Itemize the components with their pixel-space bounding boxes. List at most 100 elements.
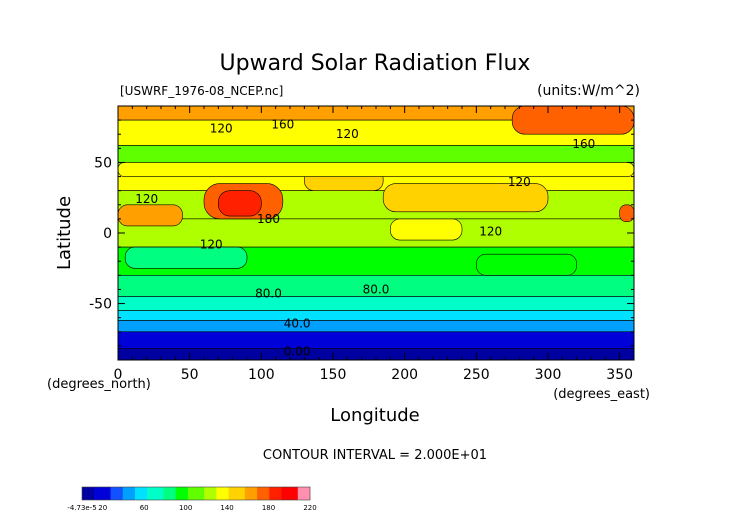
colorbar-swatch [244, 487, 250, 500]
contour-label: 80.0 [363, 282, 390, 296]
colorbar-swatch [224, 487, 229, 500]
colorbar-swatch [236, 487, 242, 500]
colorbar-swatch [305, 487, 311, 500]
colorbar-swatch [212, 487, 217, 500]
colorbar-swatch [82, 487, 87, 500]
colorbar-swatch [163, 487, 168, 500]
colorbar-swatch [273, 487, 278, 500]
colorbar-swatch [143, 487, 148, 500]
colorbar-swatch [90, 487, 95, 500]
plot-area: 120 160 120 160 120 180 120 120 120 80.0 80.0 40.0 0… [118, 106, 634, 360]
lat-band [118, 310, 634, 321]
contour-label: 80.0 [255, 287, 282, 301]
colorbar-swatch [277, 487, 282, 500]
colorbar-swatch [301, 487, 307, 500]
colorbar-swatch [110, 487, 115, 500]
colorbar-swatch [208, 487, 213, 500]
colorbar-swatch [261, 487, 266, 500]
field-patch [619, 204, 634, 223]
field-patch [124, 246, 248, 269]
colorbar-swatch [167, 487, 172, 500]
field-patch [218, 190, 262, 217]
field-patch [390, 218, 463, 241]
x-tick-label: 300 [535, 367, 562, 383]
colorbar-swatch [126, 487, 132, 500]
x-axis: 0 50 100 150 200 250 300 350 [114, 106, 633, 383]
contour-label: 160 [271, 117, 294, 131]
colorbar-swatch [281, 487, 286, 500]
colorbar-swatch [175, 487, 181, 500]
lat-band [118, 190, 634, 220]
colorbar-swatch [171, 487, 176, 500]
colorbar-swatch [269, 487, 274, 500]
colorbar-min-label: -4.73e-5 [67, 504, 96, 512]
colorbar-swatch [183, 487, 189, 500]
chart-title: Upward Solar Radiation Flux [220, 51, 531, 76]
field-patch [476, 253, 577, 276]
colorbar-tick-label: 20 [98, 504, 107, 512]
contour-label: 160 [572, 137, 595, 151]
colorbar-tick-label: 140 [220, 504, 233, 512]
colorbar [81, 486, 311, 501]
colorbar-swatch [220, 487, 225, 500]
field-patch [118, 204, 183, 227]
x-axis-units: (degrees_east) [553, 387, 650, 402]
colorbar-swatch [257, 487, 262, 500]
colorbar-swatch [98, 487, 103, 500]
colorbar-swatch [240, 487, 246, 500]
colorbar-swatch [118, 487, 124, 500]
colorbar-swatch [196, 487, 201, 500]
colorbar-swatch [159, 487, 164, 500]
x-tick-label: 100 [248, 367, 275, 383]
contour-label: 120 [479, 225, 502, 239]
colorbar-tick-label: 100 [179, 504, 192, 512]
colorbar-swatch [147, 487, 152, 500]
lat-band [118, 331, 634, 350]
x-tick-label: 0 [114, 367, 123, 383]
colorbar-tick-label: 180 [262, 504, 275, 512]
colorbar-swatch [228, 487, 233, 500]
contour-label: 0.00 [284, 345, 311, 359]
field-patch [118, 162, 634, 177]
colorbar-swatch [293, 487, 299, 500]
x-axis-label: Longitude [330, 405, 420, 426]
x-tick-label: 250 [463, 367, 490, 383]
patches-layer [118, 106, 634, 276]
contour-label: 120 [200, 237, 223, 251]
lat-bands-layer [118, 106, 634, 360]
colorbar-swatch [155, 487, 160, 500]
colorbar-frame [81, 486, 311, 501]
colorbar-swatch [289, 487, 295, 500]
colorbar-swatch [200, 487, 205, 500]
y-axis-label: Latitude [54, 196, 75, 270]
lat-band [118, 320, 634, 333]
colorbar-swatch [139, 487, 144, 500]
y-tick-label: 0 [103, 226, 112, 242]
contour-labels-layer: 120 160 120 160 120 180 120 120 120 80.0 80.0 40.0 0… [135, 117, 595, 358]
colorbar-swatch [94, 487, 99, 500]
colorbar-swatch [179, 487, 185, 500]
lat-band [118, 218, 634, 248]
colorbar-swatch [191, 487, 197, 500]
y-axis: -50 0 50 [89, 119, 634, 347]
colorbar-tick-label: 60 [140, 504, 149, 512]
colorbar-swatch [248, 487, 254, 500]
colorbar-swatch [285, 487, 290, 500]
field-patch [511, 106, 634, 135]
colorbar-swatch [102, 487, 107, 500]
x-tick-label: 350 [606, 367, 633, 383]
colorbar-swatch [216, 487, 221, 500]
field-patch [382, 183, 549, 213]
colorbar-swatch [204, 487, 209, 500]
y-tick-label: 50 [94, 155, 112, 171]
units-label: (units:W/m^2) [537, 83, 640, 99]
contour-label: 120 [336, 127, 359, 141]
contour-label: 120 [508, 175, 531, 189]
contour-interval-label: CONTOUR INTERVAL = 2.000E+01 [263, 448, 487, 463]
x-tick-label: 50 [181, 367, 199, 383]
x-tick-label: 150 [320, 367, 347, 383]
colorbar-swatch [253, 487, 258, 500]
x-tick-label: 200 [391, 367, 418, 383]
colorbar-swatch [151, 487, 156, 500]
